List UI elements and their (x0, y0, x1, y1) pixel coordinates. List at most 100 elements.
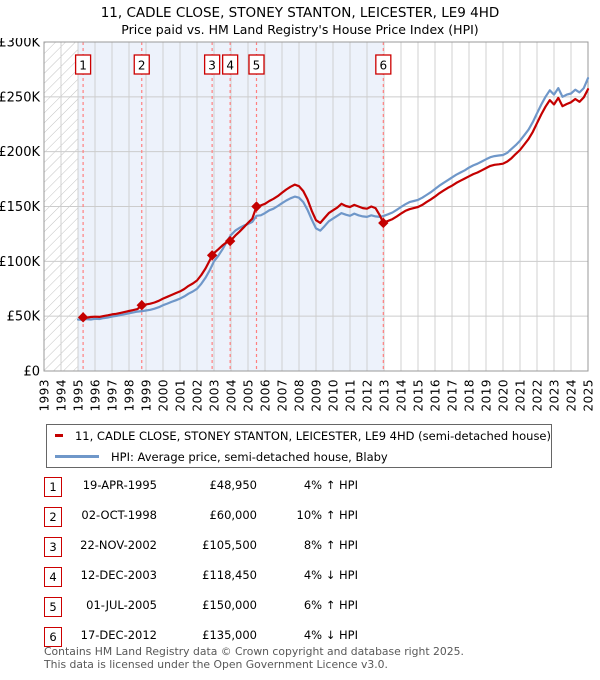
footer-line-2: This data is licensed under the Open Gov… (44, 657, 388, 671)
sale-date: 12-DEC-2003 (80, 568, 157, 582)
price-paid-line (81, 88, 590, 319)
legend-row-hpi: HPI: Average price, semi-detached house,… (47, 448, 551, 466)
y-axis-tick-label: £300K (0, 38, 40, 51)
x-axis-tick-label: 2004 (225, 379, 239, 412)
x-axis-tick-label: 2002 (191, 379, 205, 412)
y-axis-tick-label: £150K (0, 200, 40, 215)
sale-number-box (133, 54, 150, 75)
sale-hpi-delta: 8% ↑ HPI (303, 538, 358, 552)
sale-marker-diamond (251, 201, 262, 212)
sale-marker-diamond (224, 235, 236, 247)
page-title: 11, CADLE CLOSE, STONEY STANTON, LEICEST… (100, 5, 500, 21)
sale-number-box (248, 54, 265, 75)
sale-price: £60,000 (209, 508, 257, 522)
x-axis-tick-label: 2008 (293, 379, 307, 412)
legend-label-property: 11, CADLE CLOSE, STONEY STANTON, LEICEST… (74, 428, 551, 443)
hpi-line-swatch (55, 455, 99, 458)
y-axis-tick-label: £50K (7, 310, 41, 325)
sale-table-row: 5 01-JUL-2005 £150,000 6% ↑ HPI (0, 597, 600, 617)
price-chart: 1 2 3 4 5 6 £0 £50K £100K £150K £200K £250K £300K 199… (0, 36, 600, 420)
sale-number-label: 6 (379, 59, 387, 73)
sale-hpi-delta: 4% ↓ HPI (303, 628, 358, 642)
y-axis-tick-label: £0 (23, 365, 40, 380)
sale-table-row: 4 12-DEC-2003 £118,450 4% ↓ HPI (0, 567, 600, 587)
y-axis-tick-label: £250K (0, 90, 40, 105)
sale-price: £135,000 (202, 628, 257, 642)
x-axis-tick-label: 2020 (497, 379, 511, 412)
x-axis-tick-label: 2007 (276, 379, 290, 412)
sale-table-row: 1 19-APR-1995 £48,950 4% ↑ HPI (0, 477, 600, 497)
x-axis-tick-label: 2014 (395, 379, 409, 412)
x-axis-tick-label: 2015 (412, 379, 426, 412)
y-axis-tick-label: £200K (0, 145, 40, 160)
sale-table-row: 2 02-OCT-1998 £60,000 10% ↑ HPI (0, 507, 600, 527)
sale-date: 22-NOV-2002 (80, 538, 157, 552)
x-axis-tick-label: 2001 (174, 379, 188, 412)
x-axis-tick-label: 2011 (344, 379, 358, 412)
x-axis-tick-label: 2003 (208, 379, 222, 412)
x-axis-tick-label: 2024 (565, 379, 579, 412)
sale-marker-diamond (378, 217, 389, 229)
sale-table-row: 6 17-DEC-2012 £135,000 4% ↓ HPI (0, 627, 600, 647)
sales-table: 1 19-APR-1995 £48,950 4% ↑ HPI 2 02-OCT-1998 £… (0, 477, 600, 647)
sale-date: 19-APR-1995 (82, 478, 157, 492)
x-axis-tick-label: 1996 (89, 379, 103, 412)
legend-row-property: 11, CADLE CLOSE, STONEY STANTON, LEICEST… (47, 427, 551, 445)
x-axis-tick-label: 2006 (259, 379, 273, 412)
y-axis-tick-label: £100K (0, 255, 40, 270)
sale-number-box: 2 (44, 507, 62, 527)
x-axis-tick-label: 2018 (463, 379, 477, 412)
sale-marker-diamond (206, 250, 218, 261)
sale-price: £48,950 (209, 478, 257, 492)
sale-number-box (221, 54, 239, 75)
x-axis-tick-label: 2022 (531, 379, 545, 412)
sale-price: £150,000 (202, 598, 257, 612)
sale-number-box (375, 54, 392, 75)
x-axis-tick-label: 1994 (55, 379, 69, 412)
sale-number-box: 1 (44, 477, 62, 497)
sale-date: 17-DEC-2012 (80, 628, 157, 642)
plot-border (43, 41, 589, 372)
x-axis-tick-label: 1999 (140, 379, 154, 412)
x-axis-tick-label: 2000 (157, 379, 171, 412)
x-axis-tick-label: 2005 (242, 379, 256, 412)
license-footer: Contains HM Land Registry data © Crown c… (44, 645, 584, 671)
sale-table-row: 3 22-NOV-2002 £105,500 8% ↑ HPI (0, 537, 600, 557)
sale-date: 02-OCT-1998 (81, 508, 157, 522)
chart-svg: 1 2 3 4 5 6 £0 £50K £100K £150K £200K £250K £300K 199… (0, 36, 596, 412)
x-axis-tick-label: 2009 (310, 379, 324, 412)
x-axis-tick-label: 2013 (378, 379, 392, 412)
sale-number-box: 5 (44, 597, 62, 617)
sale-marker-diamond (136, 300, 147, 311)
x-axis-tick-label: 2012 (361, 379, 375, 412)
x-axis-tick-label: 2016 (429, 379, 443, 412)
x-axis-tick-label: 2025 (582, 379, 596, 412)
legend-label-hpi: HPI: Average price, semi-detached house,… (111, 449, 388, 464)
x-axis-tick-label: 1993 (38, 379, 52, 412)
sale-number-label: 1 (79, 59, 87, 73)
sale-hpi-delta: 6% ↑ HPI (303, 598, 358, 612)
property-line-swatch (55, 434, 63, 437)
sale-date: 01-JUL-2005 (86, 598, 157, 612)
sale-hpi-delta: 4% ↓ HPI (303, 568, 358, 582)
x-axis-tick-label: 1995 (72, 379, 86, 412)
sale-marker-diamond (77, 312, 89, 323)
sale-hpi-delta: 4% ↑ HPI (303, 478, 358, 492)
sale-number-label: 2 (138, 59, 146, 73)
footer-line-1: Contains HM Land Registry data © Crown c… (44, 645, 464, 658)
sale-number-label: 5 (253, 59, 261, 73)
x-axis-tick-label: 1997 (106, 379, 120, 412)
hpi-line (76, 77, 590, 321)
sale-number-label: 4 (226, 59, 234, 73)
sale-number-label: 3 (208, 59, 216, 73)
sale-hpi-delta: 10% ↑ HPI (296, 508, 358, 522)
x-axis-tick-label: 2021 (514, 379, 528, 412)
sale-price: £118,450 (202, 568, 257, 582)
x-axis-tick-label: 1998 (123, 379, 137, 412)
x-axis-tick-label: 2017 (446, 379, 460, 412)
sale-number-box: 6 (44, 627, 62, 647)
x-axis-tick-label: 2010 (327, 379, 341, 412)
sale-price: £105,500 (202, 538, 257, 552)
sale-number-box (203, 54, 221, 75)
